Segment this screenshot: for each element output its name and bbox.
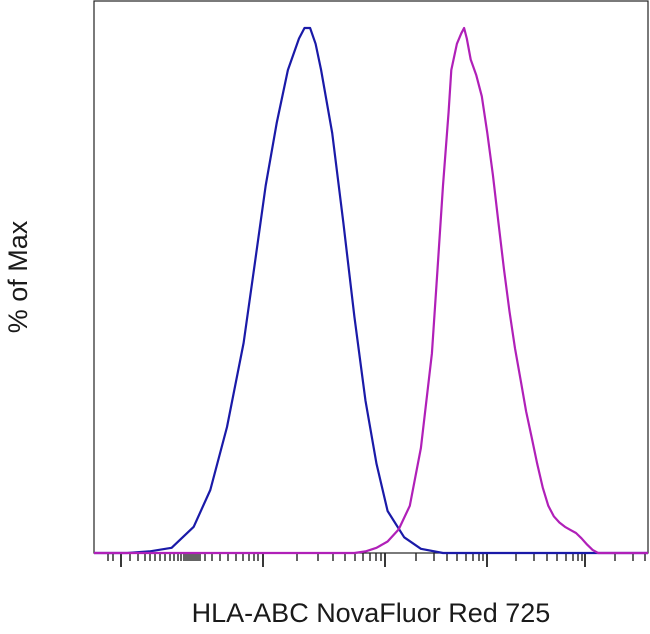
series-group: [94, 26, 648, 555]
y-axis-label: % of Max: [3, 220, 33, 333]
x-axis-label: HLA-ABC NovaFluor Red 725: [192, 598, 551, 628]
series-line-2: [94, 26, 648, 555]
plot-frame: [93, 0, 649, 554]
x-axis-ticks: [107, 553, 646, 567]
series-line-1: [94, 26, 648, 555]
